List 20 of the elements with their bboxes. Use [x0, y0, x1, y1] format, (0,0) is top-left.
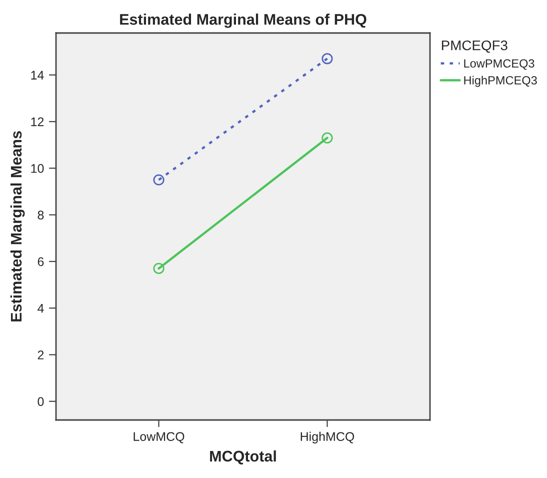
x-tick-label: LowMCQ [134, 432, 184, 444]
y-tick-label: 0 [38, 397, 44, 406]
legend-label: HighPMCEQ3 [464, 76, 537, 87]
point [153, 262, 164, 274]
point [153, 174, 164, 186]
y-tick-label: 6 [38, 257, 44, 266]
x-tick-label: HighMCQ [300, 432, 354, 444]
y-tick-label: 14 [31, 70, 44, 80]
y-tick-label: 4 [38, 304, 44, 313]
y-tick-label: 2 [38, 350, 44, 360]
y-tick-label: 10 [31, 164, 44, 173]
y-tick-label: 8 [38, 210, 44, 220]
legend-title: PMCEQF3 [442, 40, 508, 53]
y-tick-label: 12 [31, 117, 44, 126]
y-axis-title: Estimated Marginal Means [10, 131, 25, 322]
point [322, 53, 333, 64]
chart-title: Estimated Marginal Means of PHQ [120, 14, 366, 28]
x-axis-title: MCQtotal [210, 450, 276, 464]
legend-label: LowPMCEQ3 [464, 59, 534, 70]
point [322, 132, 333, 144]
